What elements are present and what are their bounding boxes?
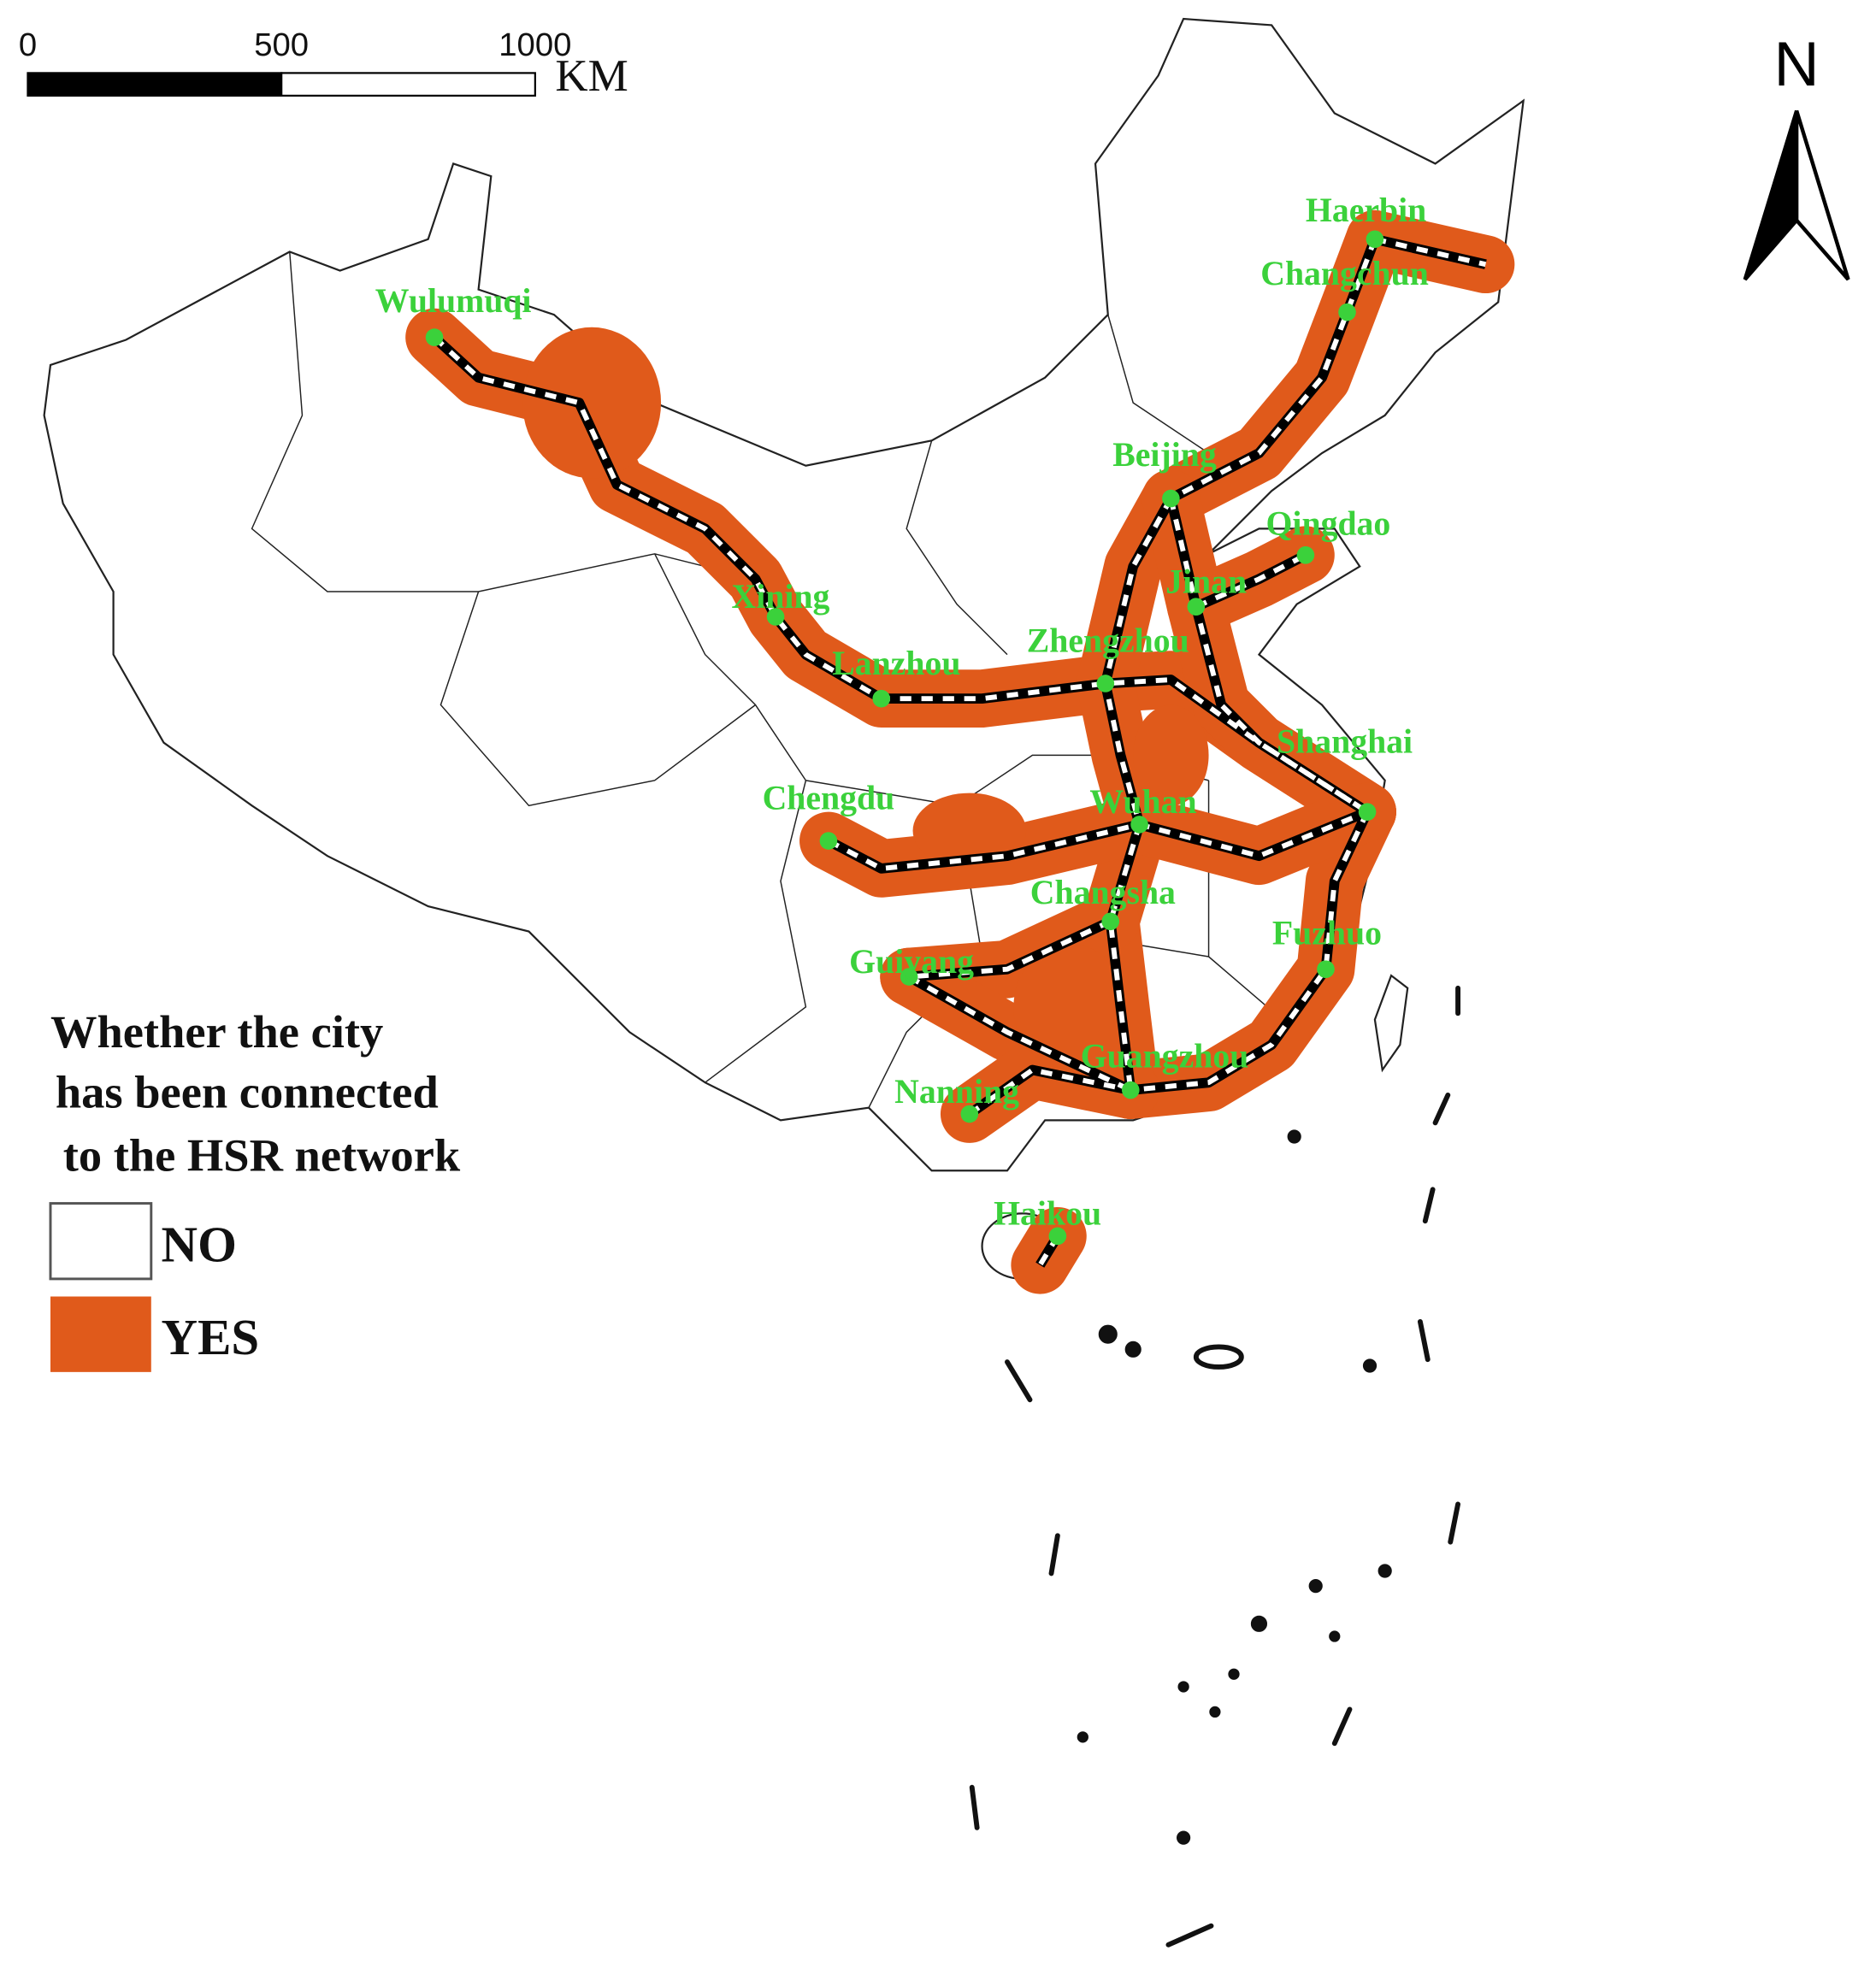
north-arrow: N: [1743, 28, 1850, 281]
city-dot: [1096, 675, 1115, 692]
city-label: Nanning: [894, 1073, 1019, 1111]
served-area: [1013, 944, 1127, 1070]
legend-label: NO: [162, 1217, 237, 1272]
city-dot: [960, 1105, 979, 1123]
rail-dash: [1374, 236, 1487, 268]
served-area: [1133, 704, 1209, 806]
city-label: Wulumuqi: [375, 282, 532, 320]
island: [1250, 1615, 1268, 1632]
rail-dash: [908, 919, 1112, 980]
city-label: Xining: [732, 578, 830, 616]
island: [1228, 1668, 1240, 1680]
city-label: Haikou: [994, 1195, 1101, 1233]
city-label: Shanghai: [1277, 722, 1413, 760]
rail-dash: [1102, 497, 1173, 1091]
served-area: [912, 793, 1027, 869]
legend: Whether the city has been connected to t…: [49, 1005, 461, 1372]
city-dot: [425, 328, 444, 346]
legend-swatch-yes: [50, 1296, 151, 1372]
city-markers: Wulumuqi Haerbin Changchun Beijing Qingdao Ji…: [375, 192, 1429, 1246]
island: [1098, 1324, 1118, 1344]
arrow-left: [1743, 109, 1799, 281]
city-label: Guangzhou: [1081, 1038, 1249, 1075]
city-dot: [766, 608, 785, 626]
city-dot: [819, 832, 838, 850]
legend-title: has been connected: [56, 1066, 439, 1118]
scale-segment: [280, 72, 536, 97]
legend-swatch-no: [49, 1202, 153, 1281]
city-label: Qingdao: [1266, 505, 1391, 543]
island: [1378, 1564, 1392, 1578]
scale-unit: KM: [555, 51, 628, 101]
scale-tick-label: 0: [19, 27, 37, 63]
city-dot: [1187, 598, 1206, 616]
city-label: Fuzhuo: [1272, 914, 1382, 952]
rail-dash: [1130, 810, 1370, 1093]
city-dot: [1296, 545, 1315, 564]
island: [1209, 1706, 1221, 1718]
city-dot: [1317, 960, 1335, 979]
city-dot: [872, 689, 891, 708]
island: [1124, 1341, 1142, 1358]
north-label: N: [1774, 28, 1820, 99]
city-label: Wuhan: [1089, 783, 1196, 821]
south-china-sea-islands: [969, 985, 1461, 1948]
island: [1177, 1681, 1189, 1693]
city-label: Beijing: [1112, 436, 1217, 474]
city-dot: [1130, 816, 1148, 834]
scale-bar: KM 0 500 1000: [19, 27, 628, 101]
city-dot: [1338, 303, 1356, 321]
island: [1177, 1830, 1191, 1845]
city-dot: [1162, 489, 1180, 508]
rail-dash: [968, 1067, 1131, 1117]
island: [1362, 1358, 1378, 1373]
city-label: Changsha: [1030, 874, 1176, 911]
city-label: Jinan: [1165, 563, 1247, 600]
city-label: Haerbin: [1306, 192, 1426, 229]
city-dot: [1048, 1227, 1067, 1246]
taiwan: [1373, 974, 1409, 1073]
island: [1329, 1630, 1341, 1642]
rail-dash: [433, 335, 1369, 815]
island: [1308, 1579, 1323, 1594]
city-dot: [1358, 803, 1377, 821]
city-dot: [1101, 912, 1120, 931]
legend-label: YES: [162, 1310, 260, 1365]
hsr-network: [405, 209, 1515, 1294]
arrow-right: [1794, 109, 1850, 281]
rail-dash: [907, 974, 1132, 1093]
boundary-dashes: [969, 985, 1461, 1948]
scale-tick-label: 500: [254, 27, 309, 63]
city-label: Chengdu: [763, 780, 895, 817]
rail-dash: [827, 809, 1369, 871]
scale-segment: [27, 72, 283, 97]
city-label: Changchun: [1260, 255, 1429, 292]
rail-dash: [1195, 552, 1307, 610]
legend-title: to the HSR network: [63, 1128, 461, 1181]
legend-title: Whether the city: [50, 1005, 383, 1058]
rail-dash: [1168, 498, 1369, 815]
city-dot: [1121, 1081, 1140, 1099]
city-label: Lanzhou: [832, 645, 960, 682]
rail-dash: [1170, 238, 1378, 501]
city-label: Guiyang: [849, 943, 974, 981]
served-area: [522, 327, 662, 479]
scale-tick-label: 1000: [498, 27, 571, 63]
island: [1287, 1129, 1301, 1144]
island: [1077, 1731, 1088, 1743]
city-dot: [1366, 230, 1384, 249]
city-dot: [900, 968, 918, 986]
city-label: Zhengzhou: [1027, 622, 1189, 660]
island: [1193, 1344, 1244, 1370]
